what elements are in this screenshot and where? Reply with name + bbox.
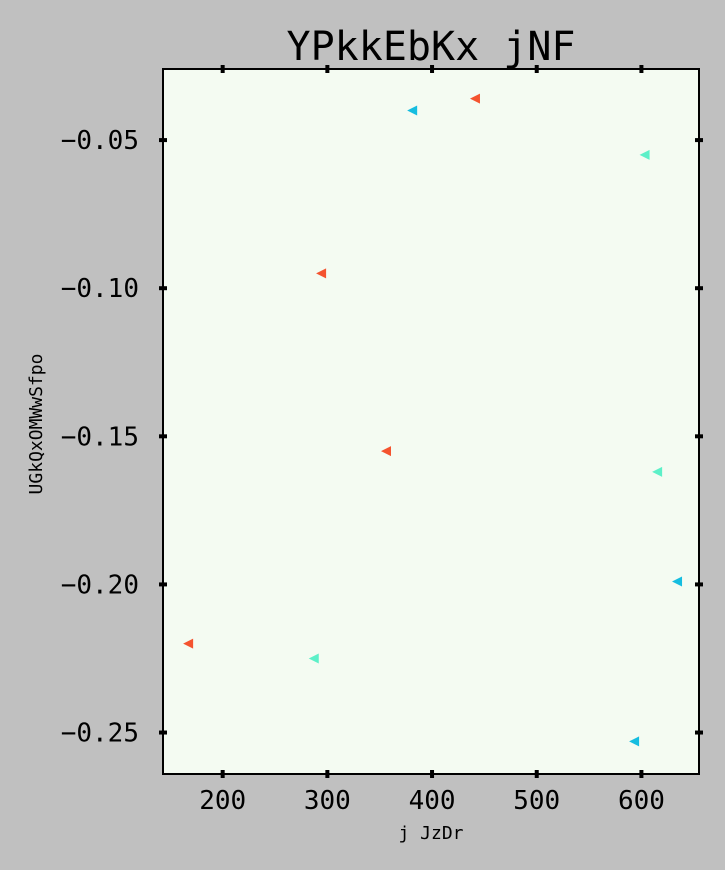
chart-title: YPkkEbKx jNF (287, 24, 576, 70)
data-point (407, 105, 418, 116)
data-point (469, 93, 480, 104)
x-tick-label: 600 (618, 786, 665, 816)
data-point (308, 653, 319, 664)
data-point (672, 576, 683, 587)
y-tick-label: −0.05 (61, 126, 139, 156)
axis-ticks: 200 300 400 500 600 −0.05 −0.10 −0.15 −0.20 −0.25 (61, 65, 703, 816)
data-point (316, 268, 327, 279)
data-point (652, 466, 663, 477)
x-tick-label: 500 (513, 786, 560, 816)
data-point (629, 736, 640, 747)
y-tick-label: −0.25 (61, 719, 139, 749)
plot-frame (162, 68, 700, 775)
x-tick-label: 300 (304, 786, 351, 816)
x-tick-label: 200 (199, 786, 246, 816)
data-point (639, 149, 650, 160)
y-tick-label: −0.10 (61, 274, 139, 304)
x-axis-label: j JzDr (398, 823, 463, 844)
plot-area (163, 69, 699, 774)
y-tick-label: −0.20 (61, 570, 139, 600)
data-points (183, 93, 683, 747)
data-point (183, 638, 194, 649)
x-tick-label: 400 (409, 786, 456, 816)
data-point (380, 446, 391, 457)
y-axis-label: UGkQxOMWwSfpo (26, 354, 47, 495)
y-tick-label: −0.15 (61, 422, 139, 452)
